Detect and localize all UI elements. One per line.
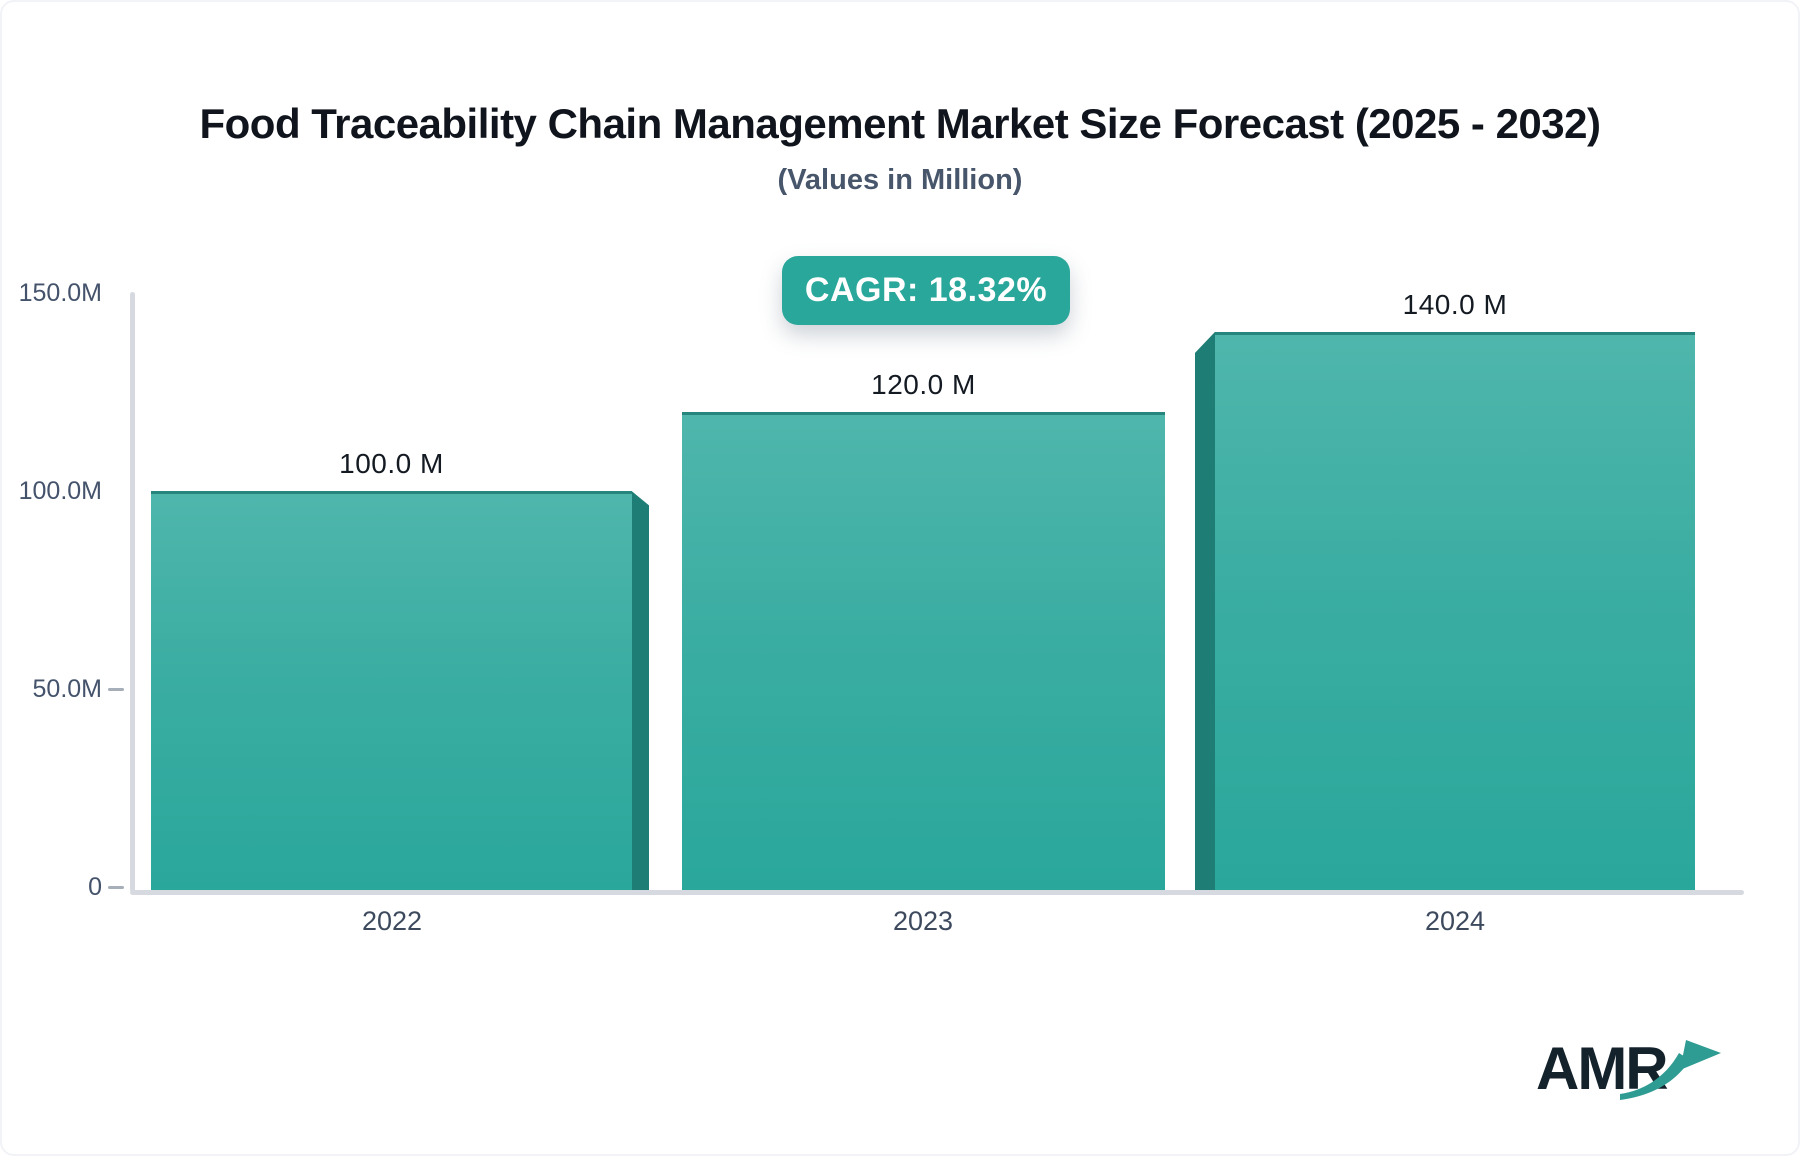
bar-2024-3d-side <box>1195 331 1215 890</box>
x-tick-label-2023: 2023 <box>892 906 954 936</box>
bar-2024: 140.0 M <box>1195 289 1695 890</box>
bar-value-label: 120.0 M <box>871 368 976 400</box>
plot-area: 100.0 M 120.0 M 140.0 M <box>2 289 1798 890</box>
y-tick-mark <box>108 688 124 691</box>
x-tick-label-2022: 2022 <box>361 906 423 936</box>
bar-2023: 120.0 M <box>682 369 1165 890</box>
amr-logo: AMR <box>1536 1032 1732 1112</box>
cagr-badge-label: CAGR: 18.32% <box>804 271 1048 309</box>
y-tick-label-50: 50.0M <box>32 675 102 703</box>
chart-subtitle: (Values in Million) <box>777 164 1023 196</box>
bar-value-label: 100.0 M <box>339 448 444 480</box>
cagr-badge: CAGR: 18.32% <box>782 256 1070 325</box>
bar-2022-3d-side <box>632 491 649 890</box>
y-tick-label-100: 100.0M <box>18 477 102 505</box>
bar-value-label: 140.0 M <box>1402 288 1508 320</box>
y-tick-label-150: 150.0M <box>18 279 102 307</box>
bar-2022: 100.0 M <box>151 448 649 890</box>
x-axis-line <box>130 890 1744 895</box>
chart-title: Food Traceability Chain Management Marke… <box>199 100 1602 147</box>
bar-2023-face[interactable] <box>682 411 1165 890</box>
y-tick-label-0: 0 <box>88 873 102 901</box>
trend-arrow-icon <box>1620 1040 1721 1100</box>
y-axis-line <box>130 292 135 892</box>
bar-2022-face[interactable] <box>151 491 632 890</box>
bar-2024-face[interactable] <box>1215 331 1695 890</box>
x-tick-label-2024: 2024 <box>1424 906 1486 936</box>
y-tick-mark <box>108 886 124 889</box>
